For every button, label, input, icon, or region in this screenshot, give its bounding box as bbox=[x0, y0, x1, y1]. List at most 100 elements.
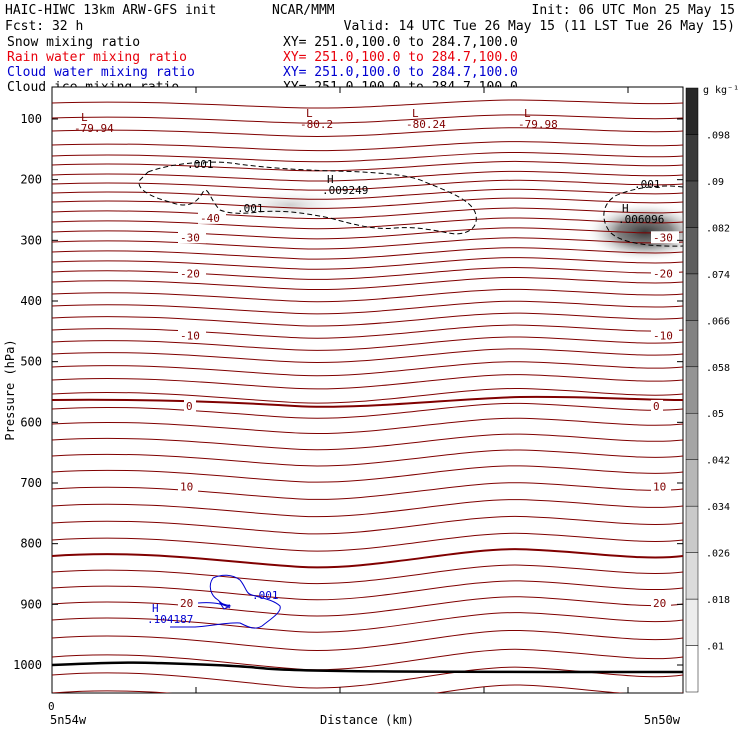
colorbar-swatch bbox=[685, 227, 699, 275]
colorbar-unit: g kg⁻¹ bbox=[703, 85, 739, 96]
colorbar-swatch bbox=[685, 273, 699, 321]
isotherm bbox=[52, 257, 683, 270]
isotherm bbox=[52, 465, 683, 483]
isotherm-label-bg bbox=[651, 329, 679, 342]
isotherm bbox=[52, 433, 683, 451]
isotherm bbox=[52, 188, 683, 200]
isotherm bbox=[52, 288, 683, 303]
isotherm-label: -10 bbox=[653, 330, 673, 343]
isotherm bbox=[52, 197, 683, 209]
y-tick-label: 800 bbox=[20, 537, 42, 551]
init-time: Init: 06 UTC Mon 25 May 15 bbox=[532, 3, 736, 18]
isotherm bbox=[52, 684, 683, 693]
colorbar-label: .082 bbox=[706, 223, 730, 234]
snow-maximum-marker: H bbox=[622, 202, 629, 215]
isotherm bbox=[52, 596, 683, 617]
colorbar-swatch bbox=[685, 134, 699, 182]
field-name-snow: Snow mixing ratio bbox=[7, 35, 140, 50]
colorbar-label: .05 bbox=[706, 409, 724, 420]
field-xy-cloud-water: XY= 251.0,100.0 to 284.7,100.0 bbox=[283, 65, 518, 80]
isotherm bbox=[52, 114, 683, 124]
colorbar-swatch bbox=[685, 320, 699, 368]
isotherm-label-bg bbox=[178, 480, 198, 493]
colorbar-label: .066 bbox=[706, 316, 730, 327]
isotherm-label: 10 bbox=[180, 481, 193, 494]
cloud-water-maximum-value: .104187 bbox=[147, 613, 193, 626]
colorbar-swatch bbox=[685, 366, 699, 414]
x-axis-zero-label: 0 bbox=[48, 700, 55, 713]
isotherm bbox=[52, 160, 683, 172]
model-title: HAIC-HIWC 13km ARW-GFS init bbox=[5, 3, 216, 18]
terrain-line bbox=[52, 661, 683, 674]
isotherm-label-bg bbox=[651, 267, 679, 280]
x-axis-right-location: 5n50w bbox=[644, 713, 681, 727]
isotherm-label: -10 bbox=[180, 330, 200, 343]
isotherm-label: 20 bbox=[180, 597, 193, 610]
snow-maximum-value: .006096 bbox=[618, 213, 664, 226]
isotherm bbox=[52, 247, 683, 260]
isotherm bbox=[52, 417, 683, 435]
y-tick-label: 700 bbox=[20, 476, 42, 490]
isotherm-label-bg bbox=[651, 480, 671, 493]
isotherm bbox=[52, 127, 683, 137]
colorbar-swatch bbox=[685, 505, 699, 553]
colorbar-swatch bbox=[685, 87, 699, 135]
valid-time: Valid: 14 UTC Tue 26 May 15 (11 LST Tue … bbox=[344, 19, 735, 34]
isotherm bbox=[52, 336, 683, 351]
field-xy-rain: XY= 251.0,100.0 to 284.7,100.0 bbox=[283, 50, 518, 65]
isotherm-zero bbox=[52, 548, 683, 569]
isotherm-label: 0 bbox=[653, 400, 660, 413]
colorbar-label: .026 bbox=[706, 549, 730, 560]
field-name-rain: Rain water mixing ratio bbox=[7, 50, 187, 65]
isotherm bbox=[52, 374, 683, 390]
temperature-minimum-marker: L bbox=[81, 111, 88, 124]
snow-contour-west bbox=[138, 161, 477, 235]
cloud-water-contour-tip bbox=[218, 602, 232, 610]
isotherm-label-bg bbox=[651, 399, 663, 412]
isotherm-label: -30 bbox=[180, 231, 200, 244]
isotherm bbox=[52, 227, 683, 240]
field-xy-snow: XY= 251.0,100.0 to 284.7,100.0 bbox=[283, 35, 518, 50]
header: HAIC-HIWC 13km ARW-GFS init NCAR/MMM Ini… bbox=[5, 3, 735, 95]
temperature-minimum-marker: L bbox=[524, 107, 531, 120]
colorbar-swatch bbox=[685, 459, 699, 507]
field-name-cloud-water: Cloud water mixing ratio bbox=[7, 65, 195, 80]
isotherm-label: 10 bbox=[653, 481, 666, 494]
colorbar-swatch bbox=[685, 598, 699, 646]
y-tick-label: 900 bbox=[20, 597, 42, 611]
isotherm bbox=[52, 207, 683, 220]
isotherm-label-bg bbox=[178, 267, 206, 280]
y-tick-label: 300 bbox=[20, 233, 42, 247]
isotherm bbox=[52, 324, 683, 339]
x-axis-left-location: 5n54w bbox=[50, 713, 87, 727]
snow-contour-label: .001 bbox=[237, 202, 264, 215]
isotherm-label: 0 bbox=[186, 400, 193, 413]
x-axis-title: Distance (km) bbox=[320, 713, 414, 727]
snow-contour-label: .001 bbox=[187, 158, 214, 171]
annotations: L -79.94 L -80.2 L -80.24 L -79.98 .001 … bbox=[74, 107, 664, 626]
isotherm bbox=[52, 141, 683, 152]
isotherm bbox=[52, 482, 683, 500]
isotherm-label-bg bbox=[184, 399, 196, 412]
y-tick-label: 1000 bbox=[13, 658, 42, 672]
colorbar-label: .058 bbox=[706, 363, 730, 374]
isotherm bbox=[52, 612, 683, 633]
isotherm-label: 20 bbox=[653, 597, 666, 610]
snow-maximum-marker: H bbox=[327, 173, 334, 186]
isotherm-label: -20 bbox=[653, 268, 673, 281]
isotherm bbox=[52, 348, 683, 364]
cloud-water-maximum-marker: H bbox=[152, 602, 159, 615]
isotherm bbox=[52, 179, 683, 191]
isotherm-label-bg bbox=[178, 597, 198, 610]
colorbar-label: .034 bbox=[706, 502, 730, 513]
snow-contour-label: .001 bbox=[634, 178, 661, 191]
forecast-hour: Fcst: 32 h bbox=[5, 19, 83, 34]
isotherm-label: -40 bbox=[200, 212, 220, 225]
snow-contour-east bbox=[603, 185, 683, 247]
isotherm bbox=[52, 449, 683, 467]
isotherm bbox=[52, 170, 683, 182]
colorbar-label: .042 bbox=[706, 456, 730, 467]
